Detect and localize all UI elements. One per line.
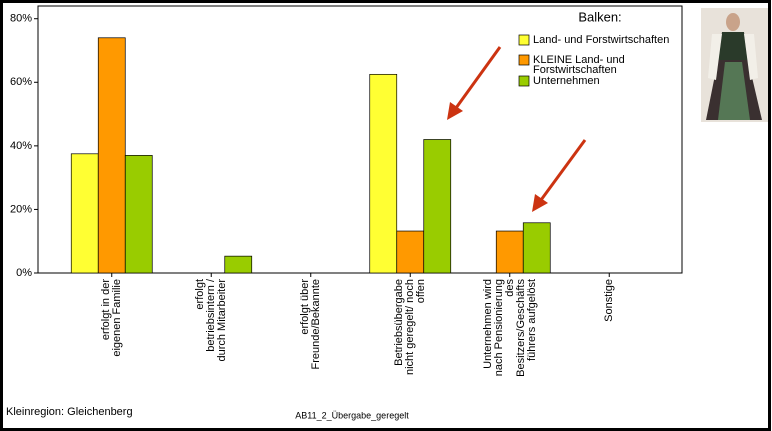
- x-tick-label: erfolgt in der eigenen Familie: [99, 279, 123, 357]
- y-tick-label: 80%: [10, 13, 32, 25]
- x-axis-title: AB11_2_Übergabe_geregelt: [295, 410, 409, 420]
- arrows: [447, 46, 587, 212]
- legend-label: Land- und Forstwirtschaften: [533, 34, 670, 46]
- legend-swatch: [518, 34, 530, 46]
- bar: [124, 155, 153, 274]
- plot-area: [37, 5, 683, 274]
- x-tick-label: erfolgt betriebsintern / durch Mitarbeit…: [193, 279, 228, 362]
- legend-title: Balken:: [578, 9, 621, 24]
- bar: [369, 73, 398, 274]
- legend-swatch: [518, 75, 530, 87]
- bar: [423, 139, 452, 274]
- bar: [495, 230, 524, 274]
- y-tick-label: 60%: [10, 76, 32, 88]
- x-tick-label: Betriebsübergabe nicht geregelt/ noch of…: [392, 279, 427, 376]
- photo: [701, 8, 768, 122]
- bar: [70, 153, 99, 274]
- y-tick-label: 0%: [16, 267, 32, 279]
- legend-label: KLEINE Land- und Forstwirtschaften: [533, 54, 625, 76]
- x-tick-label: Sonstige: [602, 279, 615, 322]
- x-tick-label: Unternehmen wird nach Pensionierung des …: [481, 279, 538, 377]
- bar: [224, 255, 253, 274]
- y-tick-label: 20%: [10, 203, 32, 215]
- annotation: Kleinregion: Gleichenberg: [6, 406, 133, 418]
- x-tick-label: erfolgt über Freunde/Bekannte: [298, 279, 322, 370]
- legend-swatch: [518, 54, 530, 66]
- legend-label: Unternehmen: [533, 75, 600, 87]
- bar: [522, 222, 551, 274]
- bar: [396, 230, 425, 274]
- y-tick-label: 40%: [10, 140, 32, 152]
- bar: [97, 37, 126, 274]
